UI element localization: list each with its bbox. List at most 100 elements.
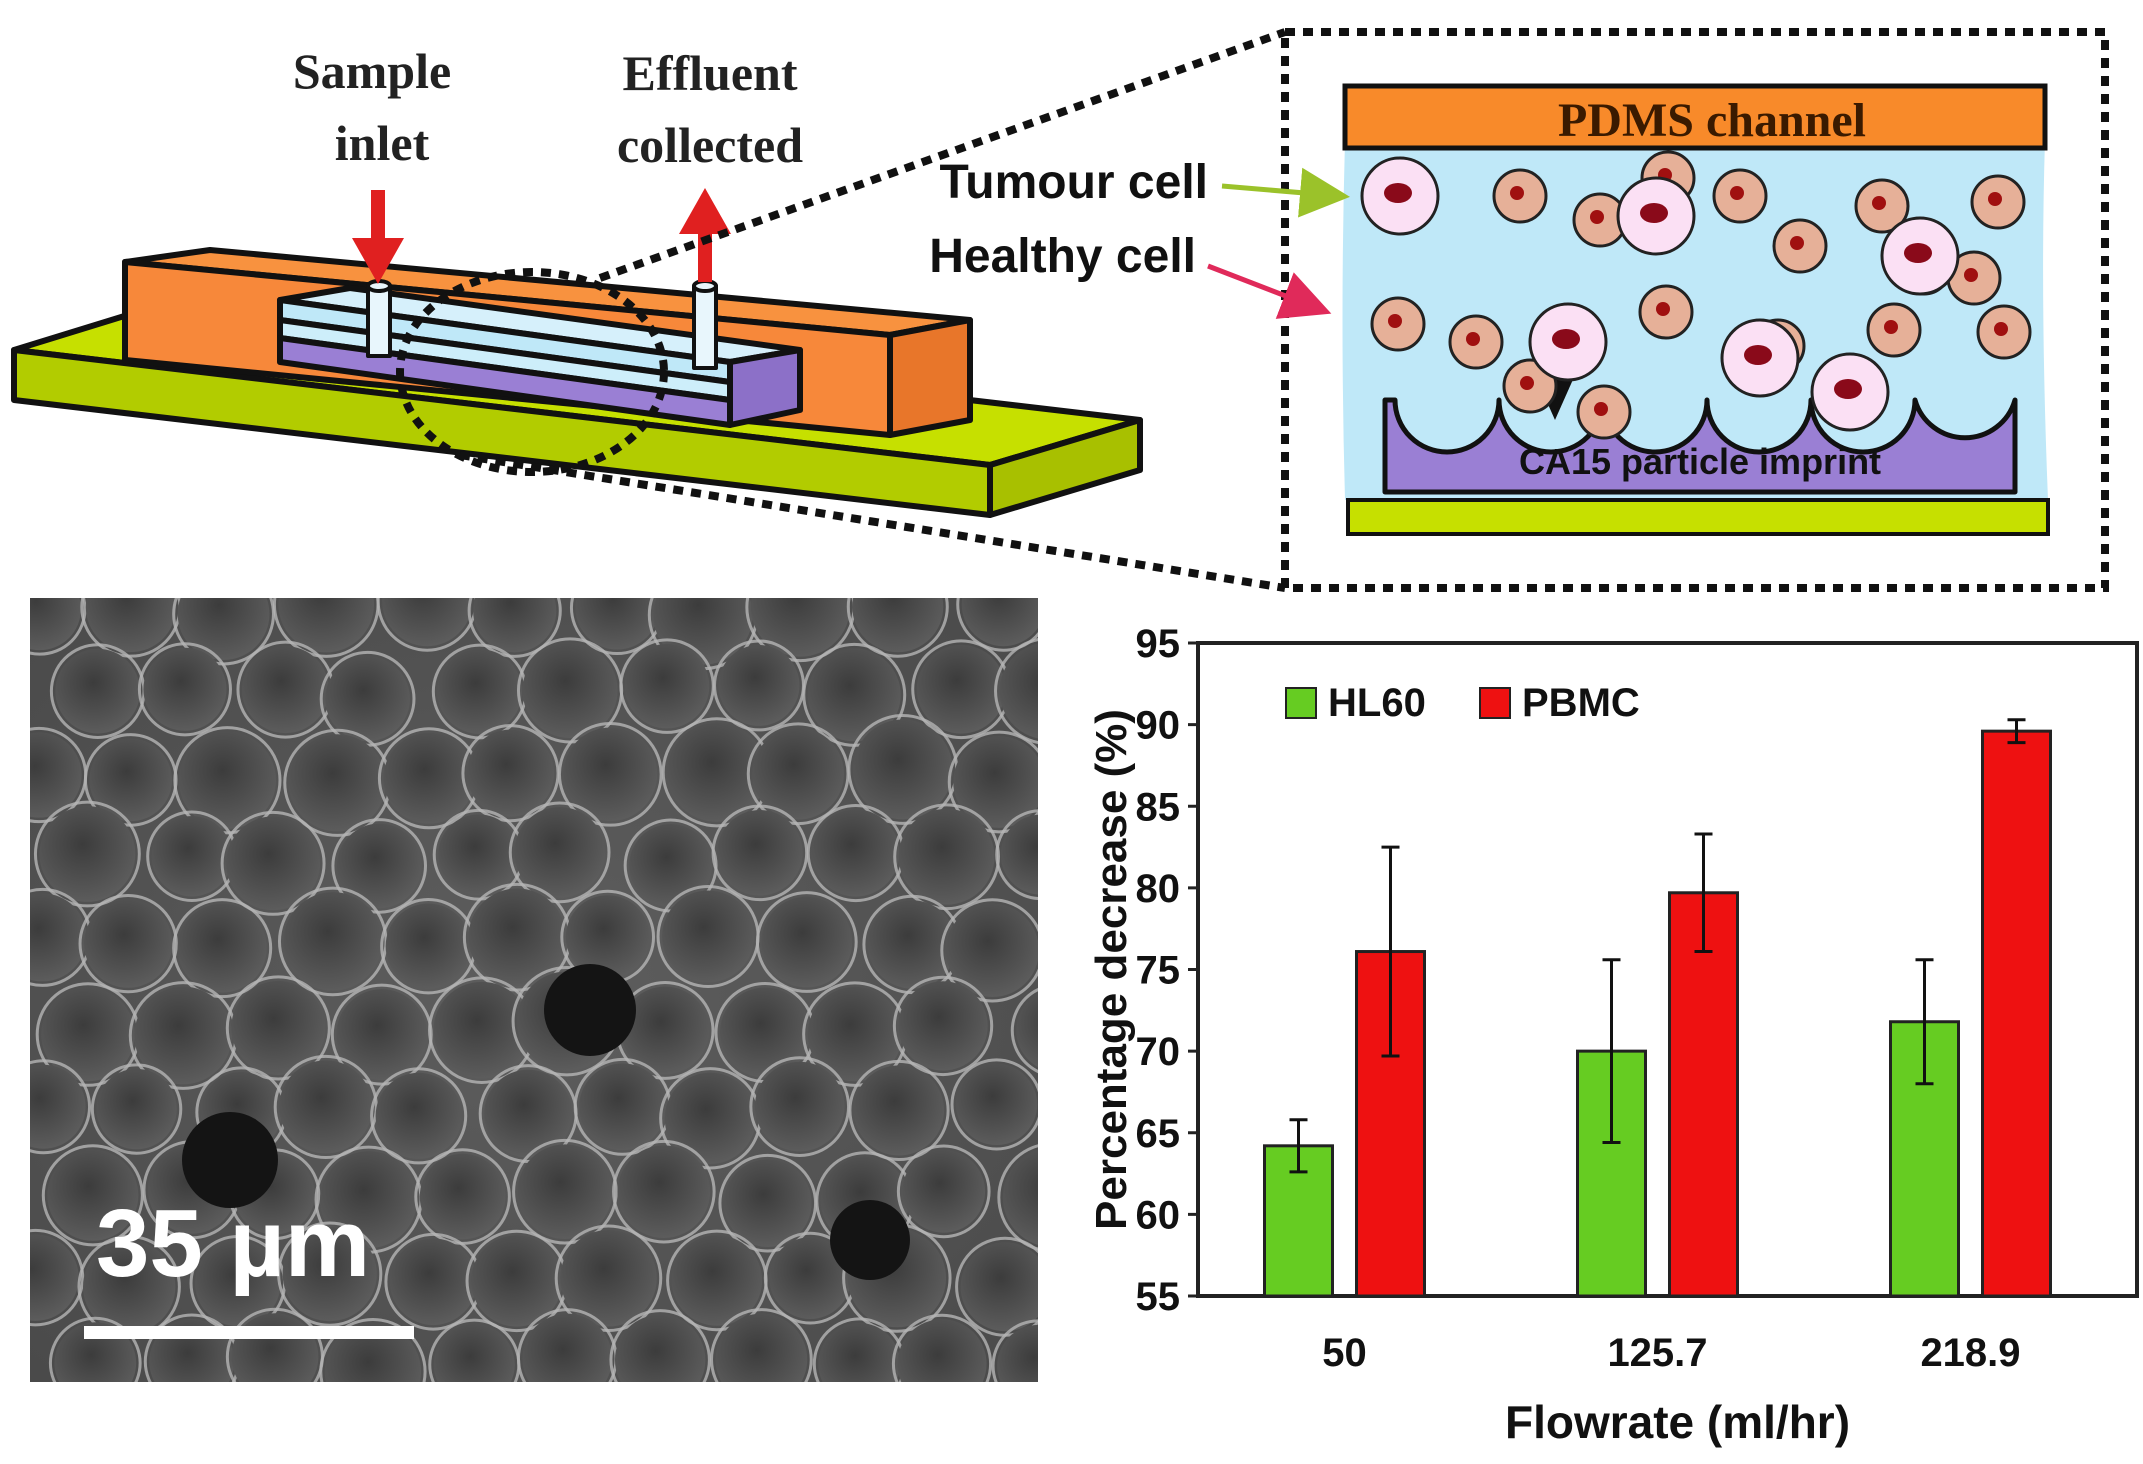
- pore-rim: [557, 721, 663, 827]
- pore-rim: [848, 1059, 950, 1162]
- pore: [375, 1072, 462, 1159]
- healthy-cell: [1576, 384, 1632, 440]
- pore: [433, 981, 531, 1079]
- pore-rim: [749, 1056, 851, 1157]
- pore-defect: [544, 964, 636, 1056]
- pore: [325, 656, 410, 742]
- pore: [1000, 814, 1038, 895]
- pore: [151, 815, 233, 897]
- healthy-cell: [1448, 314, 1504, 370]
- error-bar: [2007, 718, 2026, 745]
- error-bar: [1602, 958, 1621, 1145]
- pore: [852, 598, 944, 653]
- flow-arrows: [352, 188, 731, 284]
- bar-pbmc: [1981, 729, 2052, 1298]
- pore: [89, 738, 173, 822]
- y-tick-label: 75: [1136, 949, 1181, 993]
- pore: [667, 722, 767, 822]
- orange-block-side: [887, 317, 973, 438]
- pore: [916, 644, 1006, 734]
- green-base-side: [987, 417, 1143, 518]
- legend-label-pbmc: PBMC: [1522, 681, 1640, 725]
- pore: [484, 1069, 573, 1158]
- pore: [389, 1238, 477, 1326]
- pore: [177, 598, 270, 660]
- pore: [39, 806, 136, 902]
- pore: [956, 1063, 1038, 1146]
- pore-defect: [182, 1112, 278, 1208]
- pore-rim: [30, 1059, 92, 1155]
- pore-rim: [994, 638, 1038, 744]
- legend-swatch-hl60: [1285, 687, 1317, 719]
- pore-rim: [331, 818, 428, 914]
- zoom-ellipse: [396, 268, 668, 476]
- inset-green-base: [1346, 498, 2050, 536]
- pore-rim: [319, 1318, 427, 1382]
- pore: [717, 810, 803, 896]
- pore: [241, 646, 329, 734]
- pore-rim: [172, 898, 273, 999]
- pore: [664, 1072, 757, 1164]
- pore: [82, 1240, 176, 1333]
- tumour-cell: [1528, 302, 1608, 382]
- pore: [30, 1234, 79, 1321]
- sample-inlet-label-2: inlet: [335, 115, 430, 171]
- pore: [945, 903, 1038, 997]
- x-tick-label: 218.9: [1920, 1331, 2020, 1375]
- pore: [30, 1064, 86, 1149]
- pore: [579, 1063, 667, 1151]
- pore: [336, 823, 422, 909]
- y-tick-label: 80: [1136, 867, 1181, 911]
- pore: [752, 727, 844, 820]
- y-axis-label: Percentage decrease (%): [1087, 709, 1136, 1230]
- pore: [719, 987, 811, 1078]
- pore: [226, 816, 321, 911]
- bar-pbmc: [1355, 950, 1426, 1298]
- pore: [898, 808, 995, 905]
- pore-rim: [612, 1139, 716, 1244]
- purple-imprint-side: [727, 347, 803, 428]
- outlet-arrow: [679, 188, 731, 234]
- pore-rim: [41, 1144, 144, 1247]
- error-bar: [1915, 958, 1934, 1086]
- device-sketch: [11, 247, 1143, 518]
- healthy-cell: [1712, 168, 1768, 224]
- y-tick-label: 85: [1136, 785, 1181, 829]
- healthy-cell: [1492, 168, 1548, 224]
- y-tick-label: 90: [1136, 704, 1181, 748]
- pore-rim: [991, 1319, 1038, 1382]
- pore: [514, 806, 606, 898]
- pore-rim: [940, 898, 1038, 1003]
- imprint-label: CA15 particle imprint: [1519, 441, 1881, 482]
- healthy-cell: [1772, 218, 1828, 274]
- pore: [671, 1235, 763, 1326]
- scale-bar: [84, 1326, 414, 1339]
- y-tick-label: 60: [1136, 1193, 1181, 1237]
- pore: [902, 1150, 986, 1233]
- pore: [419, 1153, 506, 1240]
- pore: [617, 1145, 711, 1238]
- tumour-cell: [1880, 216, 1960, 296]
- pore: [438, 814, 519, 896]
- pore-rim: [512, 1138, 618, 1245]
- pore: [897, 1319, 987, 1382]
- pore: [55, 648, 141, 734]
- pore: [84, 899, 173, 988]
- healthy-cell: [1638, 284, 1694, 340]
- pore: [473, 598, 557, 653]
- pore-rim: [711, 804, 809, 902]
- plot-area: [1196, 641, 2139, 1298]
- pore-rim: [609, 1309, 711, 1382]
- pore-rim: [173, 726, 282, 835]
- pore: [96, 1068, 177, 1150]
- healthy-cell: [1976, 304, 2032, 360]
- scale-label: 35 µm: [96, 1190, 370, 1297]
- pore: [41, 987, 135, 1082]
- pore: [143, 647, 227, 731]
- effluent-label-2: collected: [617, 117, 803, 173]
- pore: [517, 1144, 613, 1240]
- pore-rim: [33, 800, 141, 908]
- pore: [1002, 1149, 1038, 1245]
- x-tick-label: 50: [1322, 1331, 1367, 1375]
